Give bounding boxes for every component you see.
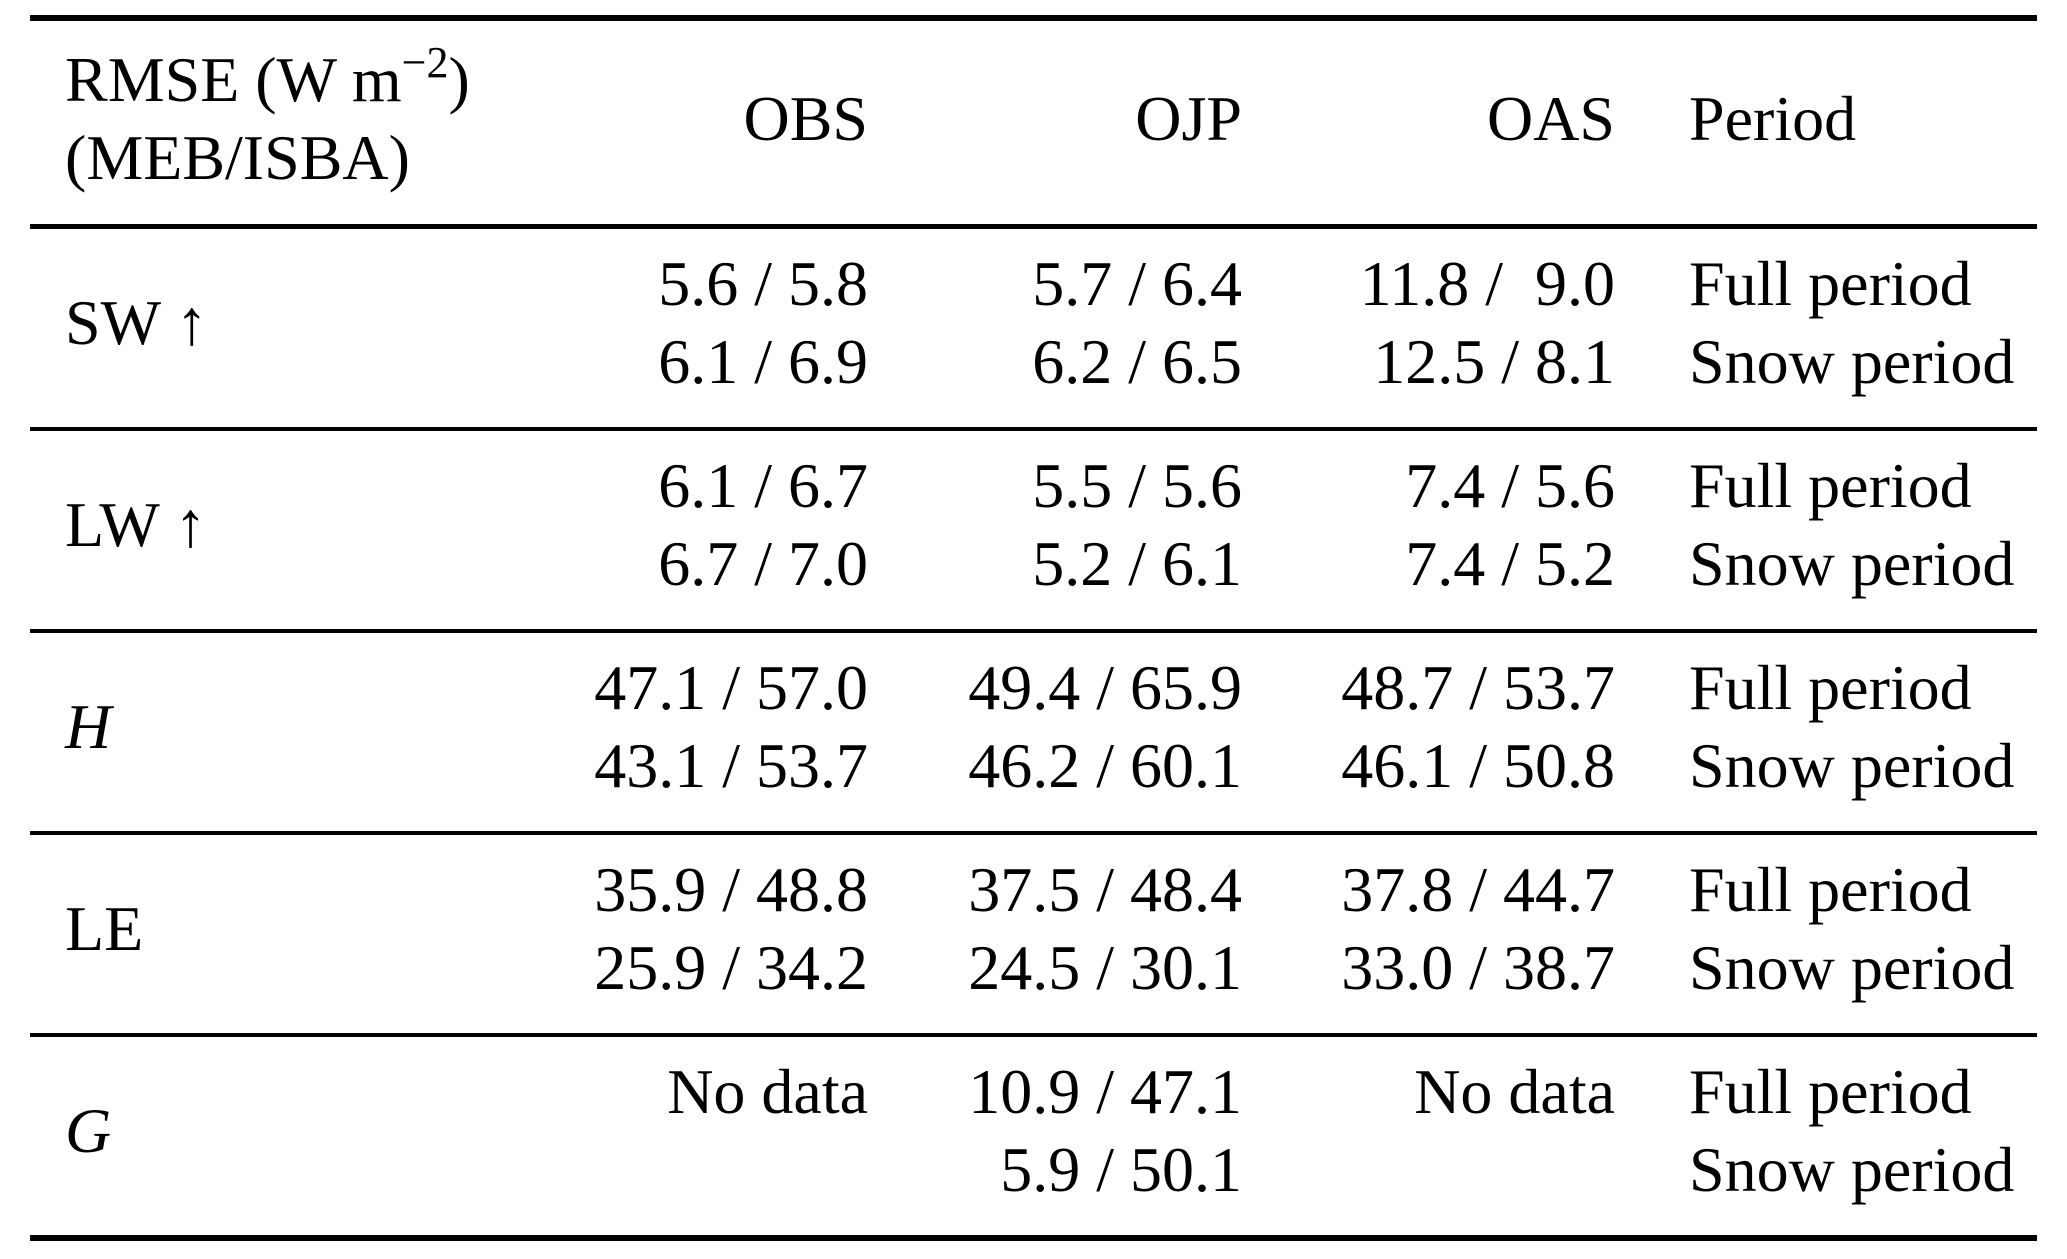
cell-g-ojp: 10.9 / 47.1 5.9 / 50.1 (868, 1053, 1242, 1209)
value-line: 5.7 / 6.4 (1032, 248, 1242, 319)
table-row-group-sw: SW ↑ 5.6 / 5.8 6.1 / 6.9 5.7 / 6.4 6.2 /… (30, 229, 2037, 431)
table-row-group-h: H 47.1 / 57.0 43.1 / 53.7 49.4 / 65.9 46… (30, 633, 2037, 835)
cell-sw-obs: 5.6 / 5.8 6.1 / 6.9 (470, 245, 868, 401)
value-line: 11.8 / 9.0 (1359, 248, 1615, 319)
cell-h-obs: 47.1 / 57.0 43.1 / 53.7 (470, 649, 868, 805)
value-line: 33.0 / 38.7 (1341, 932, 1615, 1003)
exponent-superscript: −2 (401, 38, 449, 87)
value-line: 7.4 / 5.2 (1405, 528, 1615, 599)
value-line: 48.7 / 53.7 (1341, 652, 1615, 723)
value-line: 35.9 / 48.8 (594, 854, 868, 925)
row-label-le: LE (65, 893, 144, 964)
value-line: 6.2 / 6.5 (1032, 326, 1242, 397)
value-line: 47.1 / 57.0 (594, 652, 868, 723)
period-line: Snow period (1689, 932, 2015, 1003)
cell-lw-ojp: 5.5 / 5.6 5.2 / 6.1 (868, 447, 1242, 603)
value-line (1242, 1131, 1615, 1209)
header-col-obs: OBS (743, 83, 869, 154)
header-rmse-unit-label: RMSE (W m−2) (MEB/ISBA) (30, 41, 470, 197)
value-line: 6.7 / 7.0 (658, 528, 868, 599)
period-line: Snow period (1689, 1134, 2015, 1205)
header-unit-line2: (MEB/ISBA) (65, 122, 410, 193)
table-header-row: RMSE (W m−2) (MEB/ISBA) OBS OJP OAS Peri… (30, 21, 2037, 229)
cell-lw-oas: 7.4 / 5.6 7.4 / 5.2 (1242, 447, 1615, 603)
value-line: 24.5 / 30.1 (968, 932, 1242, 1003)
value-line: 46.2 / 60.1 (968, 730, 1242, 801)
value-line: 25.9 / 34.2 (594, 932, 868, 1003)
cell-g-obs: No data (470, 1053, 868, 1209)
period-line: Full period (1689, 248, 1972, 319)
cell-sw-oas: 11.8 / 9.0 12.5 / 8.1 (1242, 245, 1615, 401)
value-line: 5.9 / 50.1 (1000, 1134, 1242, 1205)
value-line: 12.5 / 8.1 (1373, 326, 1615, 397)
cell-le-oas: 37.8 / 44.7 33.0 / 38.7 (1242, 851, 1615, 1007)
period-line: Snow period (1689, 326, 2015, 397)
cell-lw-obs: 6.1 / 6.7 6.7 / 7.0 (470, 447, 868, 603)
header-unit-close-paren: ) (448, 44, 470, 115)
row-label-g: G (65, 1095, 112, 1166)
row-label-lw-up: LW ↑ (65, 489, 207, 560)
cell-g-oas: No data (1242, 1053, 1615, 1209)
value-line: 10.9 / 47.1 (968, 1056, 1242, 1127)
table-row-group-le: LE 35.9 / 48.8 25.9 / 34.2 37.5 / 48.4 2… (30, 835, 2037, 1037)
value-line: 7.4 / 5.6 (1405, 450, 1615, 521)
cell-lw-period: Full period Snow period (1615, 447, 2037, 603)
period-line: Full period (1689, 652, 1972, 723)
value-line (470, 1131, 868, 1209)
header-col-oas: OAS (1486, 83, 1615, 154)
cell-sw-ojp: 5.7 / 6.4 6.2 / 6.5 (868, 245, 1242, 401)
cell-g-period: Full period Snow period (1615, 1053, 2037, 1209)
value-line: 6.1 / 6.7 (658, 450, 868, 521)
table-row-group-g: G No data 10.9 / 47.1 5.9 / 50.1 No data… (30, 1037, 2037, 1235)
table-row-group-lw: LW ↑ 6.1 / 6.7 6.7 / 7.0 5.5 / 5.6 5.2 /… (30, 431, 2037, 633)
value-line: 5.5 / 5.6 (1032, 450, 1242, 521)
period-line: Snow period (1689, 528, 2015, 599)
cell-le-obs: 35.9 / 48.8 25.9 / 34.2 (470, 851, 868, 1007)
cell-h-oas: 48.7 / 53.7 46.1 / 50.8 (1242, 649, 1615, 805)
value-line: 5.2 / 6.1 (1032, 528, 1242, 599)
value-line: No data (1414, 1056, 1615, 1127)
value-line: 46.1 / 50.8 (1341, 730, 1615, 801)
cell-sw-period: Full period Snow period (1615, 245, 2037, 401)
value-line: 43.1 / 53.7 (594, 730, 868, 801)
cell-le-period: Full period Snow period (1615, 851, 2037, 1007)
value-line: 49.4 / 65.9 (968, 652, 1242, 723)
cell-h-ojp: 49.4 / 65.9 46.2 / 60.1 (868, 649, 1242, 805)
header-col-ojp: OJP (1135, 83, 1242, 154)
period-line: Full period (1689, 854, 1972, 925)
period-line: Snow period (1689, 730, 2015, 801)
row-label-h: H (65, 691, 112, 762)
period-line: Full period (1689, 1056, 1972, 1127)
value-line: 37.8 / 44.7 (1341, 854, 1615, 925)
value-line: No data (667, 1056, 868, 1127)
cell-le-ojp: 37.5 / 48.4 24.5 / 30.1 (868, 851, 1242, 1007)
header-unit-line1: RMSE (W m−2) (65, 41, 470, 119)
row-label-sw-up: SW ↑ (65, 287, 208, 358)
header-unit-text: RMSE (W m (65, 44, 402, 115)
rmse-table: RMSE (W m−2) (MEB/ISBA) OBS OJP OAS Peri… (30, 15, 2037, 1241)
value-line: 6.1 / 6.9 (658, 326, 868, 397)
value-line: 5.6 / 5.8 (658, 248, 868, 319)
header-col-period: Period (1689, 83, 1857, 154)
value-line: 37.5 / 48.4 (968, 854, 1242, 925)
cell-h-period: Full period Snow period (1615, 649, 2037, 805)
period-line: Full period (1689, 450, 1972, 521)
